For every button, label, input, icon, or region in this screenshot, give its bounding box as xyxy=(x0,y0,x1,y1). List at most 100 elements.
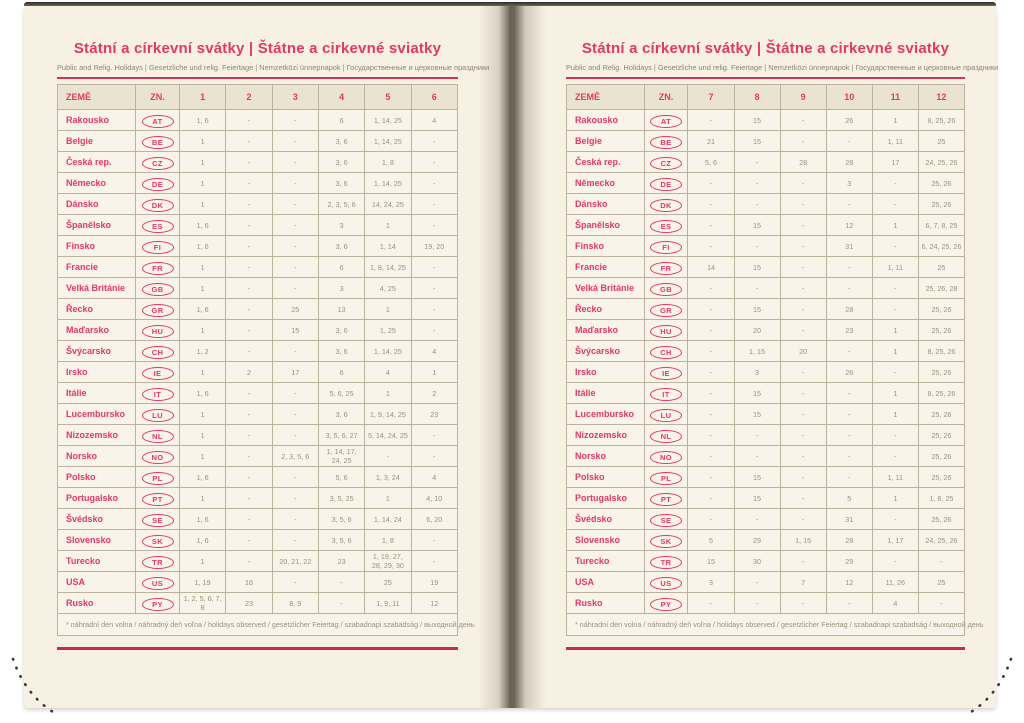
holiday-days-cell: 1 xyxy=(871,382,919,404)
table-row: Francie FR 1- -6 1, 8, 14, 25- xyxy=(56,256,459,278)
country-code-cell: AT xyxy=(643,109,689,131)
table-row: Finsko FI - - -31-6, 24, 25, 26 xyxy=(566,235,966,257)
holiday-days-cell: 1, 17 xyxy=(871,529,919,551)
holiday-days-cell: - xyxy=(410,424,459,446)
holiday-days-cell: - xyxy=(779,487,827,509)
holiday-days-cell: - xyxy=(225,424,273,446)
country-code-badge: NL xyxy=(650,430,683,443)
holiday-days-cell: 25 xyxy=(364,571,412,593)
holiday-days-cell: 4, 25 xyxy=(364,277,412,299)
holiday-days-cell: - xyxy=(271,508,319,530)
holiday-days-cell: 12 xyxy=(410,592,459,614)
table-row: Polsko PL -15- -1, 11 25, 26 xyxy=(566,466,966,488)
country-code-cell: GR xyxy=(135,298,181,320)
holiday-days-cell: - xyxy=(225,445,273,467)
holiday-days-cell: 3, 5, 6, 27 xyxy=(317,424,366,446)
holiday-days-cell: 1, 6 xyxy=(179,298,227,320)
country-name: Finsko xyxy=(56,235,137,257)
table-row: Slovensko SK 1, 6- -3, 5, 6 1, 8- xyxy=(56,529,459,551)
holiday-days-cell: 15 xyxy=(733,382,781,404)
country-name: Velká Británie xyxy=(566,277,645,299)
country-code-cell: FR xyxy=(643,256,689,278)
country-name: Rusko xyxy=(56,592,137,614)
country-code-badge: US xyxy=(650,577,683,590)
holiday-days-cell: 1, 2 xyxy=(179,340,227,362)
country-name: Nizozemsko xyxy=(56,424,137,446)
page-subtitle: Public and Relig. Holidays | Gesetzliche… xyxy=(566,63,999,72)
holiday-days-cell: 1, 11 xyxy=(871,466,919,488)
country-name: Španělsko xyxy=(566,214,645,236)
table-row: Německo DE 1- -3, 6 1, 14, 25- xyxy=(56,172,459,194)
holiday-days-cell: - xyxy=(779,319,827,341)
holiday-days-cell: 20 xyxy=(779,340,827,362)
country-name: Česká rep. xyxy=(56,151,137,173)
holiday-days-cell: 25, 26 xyxy=(917,403,966,425)
holiday-days-cell: 4 xyxy=(410,340,459,362)
holiday-days-cell: - xyxy=(317,592,366,614)
holiday-days-cell: - xyxy=(687,235,735,257)
country-code-cell: CH xyxy=(135,340,181,362)
holiday-days-cell: 25, 26 xyxy=(917,193,966,215)
holiday-days-cell: 6, 20 xyxy=(410,508,459,530)
holiday-days-cell: - xyxy=(410,172,459,194)
holiday-days-cell: 25, 26 xyxy=(917,172,966,194)
holiday-days-cell: - xyxy=(410,319,459,341)
holiday-days-cell: - xyxy=(225,466,273,488)
country-code-badge: PT xyxy=(141,493,174,506)
country-name: Polsko xyxy=(566,466,645,488)
holiday-days-cell: - xyxy=(410,193,459,215)
holiday-days-cell: - xyxy=(779,592,827,614)
country-code-cell: SK xyxy=(643,529,689,551)
country-code-badge: GB xyxy=(141,283,174,296)
holiday-days-cell: 1 xyxy=(179,361,227,383)
holiday-days-cell: - xyxy=(779,298,827,320)
country-code-badge: GR xyxy=(141,304,174,317)
holiday-days-cell: - xyxy=(825,382,873,404)
country-name: Velká Británie xyxy=(56,277,137,299)
country-code-cell: US xyxy=(135,571,181,593)
country-code-badge: PT xyxy=(650,493,683,506)
holiday-days-cell: 1 xyxy=(871,340,919,362)
holiday-days-cell: - xyxy=(271,214,319,236)
holiday-days-cell: 1, 9, 11 xyxy=(364,592,412,614)
holiday-days-cell: 2 xyxy=(225,361,273,383)
holiday-days-cell: - xyxy=(733,592,781,614)
country-code-badge: CH xyxy=(650,346,683,359)
holiday-days-cell: - xyxy=(225,151,273,173)
country-code-cell: PT xyxy=(643,487,689,509)
holiday-days-cell: - xyxy=(687,214,735,236)
country-code-cell: SE xyxy=(643,508,689,530)
holiday-days-cell: - xyxy=(271,466,319,488)
holiday-days-cell: - xyxy=(779,235,827,257)
holiday-days-cell: 4 xyxy=(871,592,919,614)
country-name: Portugalsko xyxy=(56,487,137,509)
holiday-days-cell: - xyxy=(225,256,273,278)
table-row: Německo DE - - -3-25, 26 xyxy=(566,172,966,194)
country-code-cell: CZ xyxy=(135,151,181,173)
country-code-badge: IE xyxy=(141,367,174,380)
month-column-header: 10 xyxy=(825,84,873,110)
holiday-days-cell: 30 xyxy=(733,550,781,572)
holiday-days-cell: 1, 15 xyxy=(779,529,827,551)
country-code-cell: NO xyxy=(643,445,689,467)
footnote-text: * náhradní den volna / náhradný deň voľn… xyxy=(57,613,475,636)
holiday-days-cell: 15 xyxy=(733,487,781,509)
country-name: Lucembursko xyxy=(566,403,645,425)
country-code-cell: PY xyxy=(135,592,181,614)
country-name: Turecko xyxy=(56,550,137,572)
holiday-days-cell: 1 xyxy=(179,193,227,215)
holiday-days-cell: 1, 14, 25 xyxy=(364,340,412,362)
holiday-days-cell: - xyxy=(225,109,273,131)
page-subtitle: Public and Relig. Holidays | Gesetzliche… xyxy=(57,63,490,72)
holiday-days-cell: - xyxy=(687,319,735,341)
country-code-badge: IT xyxy=(141,388,174,401)
holiday-days-cell: - xyxy=(687,109,735,131)
table-row: Švýcarsko CH -1, 15 20-1 8, 25, 26 xyxy=(566,340,966,362)
country-code-cell: DK xyxy=(135,193,181,215)
country-code-cell: LU xyxy=(135,403,181,425)
page-title: Státní a církevní svátky | Štátne a cirk… xyxy=(581,40,950,57)
month-column-header: 8 xyxy=(733,84,781,110)
holiday-days-cell: 6 xyxy=(317,109,366,131)
country-name: Švédsko xyxy=(566,508,645,530)
country-name: USA xyxy=(56,571,137,593)
